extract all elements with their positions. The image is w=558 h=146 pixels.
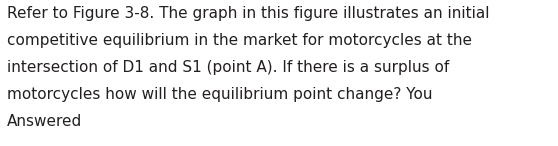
Text: competitive equilibrium in the market for motorcycles at the: competitive equilibrium in the market fo… (7, 33, 472, 48)
Text: motorcycles how will the equilibrium point change? You: motorcycles how will the equilibrium poi… (7, 87, 433, 102)
Text: intersection of D1 and S1 (point A). If there is a surplus of: intersection of D1 and S1 (point A). If … (7, 60, 450, 75)
Text: Refer to Figure 3-8. The graph in this figure illustrates an initial: Refer to Figure 3-8. The graph in this f… (7, 6, 490, 21)
Text: Answered: Answered (7, 114, 83, 129)
